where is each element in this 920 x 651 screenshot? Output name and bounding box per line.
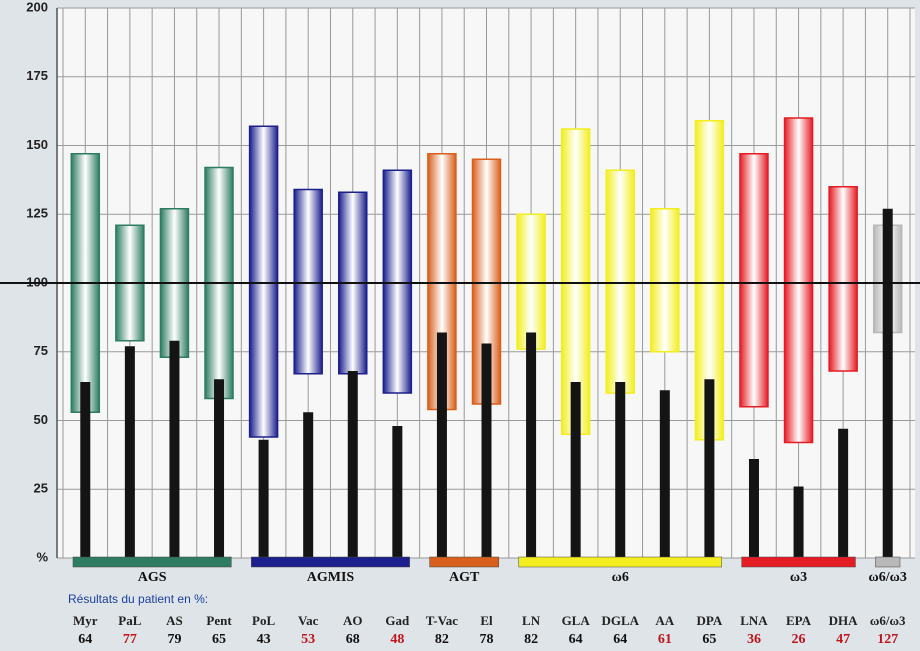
y-tick-label: 175	[26, 68, 48, 83]
reference-range	[293, 188, 323, 375]
reference-range	[605, 169, 635, 394]
x-tick-label: ω6/ω3	[870, 613, 906, 628]
patient-bar	[748, 459, 759, 558]
x-tick-label: Vac	[298, 613, 319, 628]
patient-bar	[347, 371, 358, 558]
value-label: 43	[257, 632, 271, 647]
group-label: ω6	[612, 570, 629, 585]
x-tick-label: LN	[522, 613, 541, 628]
group-bar	[72, 556, 232, 568]
group-label: ω6/ω3	[869, 570, 907, 585]
y-tick-label: %	[36, 549, 48, 564]
patient-bar	[838, 428, 849, 558]
x-tick-label: Gad	[385, 613, 410, 628]
group-label: AGT	[449, 570, 480, 585]
patient-bar	[793, 486, 804, 558]
x-tick-label: DGLA	[601, 613, 639, 628]
value-label: 61	[658, 632, 672, 647]
patient-bar	[526, 332, 537, 558]
x-tick-label: PaL	[118, 613, 141, 628]
reference-range	[650, 208, 680, 353]
group-label: AGS	[138, 570, 167, 585]
y-tick-label: 75	[34, 343, 48, 358]
x-tick-label: Pent	[206, 613, 232, 628]
patient-bar	[392, 426, 403, 558]
reference-range	[828, 186, 858, 372]
value-label: 79	[167, 632, 181, 647]
patient-bar	[436, 332, 447, 558]
value-label: 127	[877, 632, 898, 647]
group-bar	[875, 556, 901, 568]
y-tick-label: 150	[26, 137, 48, 152]
value-label: 53	[301, 632, 315, 647]
y-tick-label: 50	[34, 412, 48, 427]
group-label: ω3	[790, 570, 807, 585]
reference-range	[739, 153, 769, 408]
x-tick-label: GLA	[562, 613, 591, 628]
y-tick-label: 25	[34, 481, 48, 496]
value-label: 78	[480, 632, 494, 647]
x-tick-label: Myr	[73, 613, 98, 628]
value-label: 65	[702, 632, 716, 647]
x-tick-label: PoL	[252, 613, 275, 628]
x-tick-label: AS	[166, 613, 183, 628]
patient-bar	[570, 382, 581, 558]
value-label: 48	[390, 632, 404, 647]
patient-bar	[659, 390, 670, 558]
x-tick-label: DPA	[697, 613, 723, 628]
value-label: 82	[524, 632, 538, 647]
patient-bar	[80, 382, 91, 558]
x-tick-label: El	[480, 613, 493, 628]
group-bar	[518, 556, 722, 568]
patient-bar	[303, 412, 314, 558]
group-bar	[251, 556, 410, 568]
patient-bar	[169, 340, 180, 558]
patient-bar	[615, 382, 626, 558]
value-label: 65	[212, 632, 226, 647]
value-label: 64	[613, 632, 627, 647]
patient-bar	[481, 343, 492, 558]
group-label: AGMIS	[307, 570, 355, 585]
group-bar	[429, 556, 500, 568]
x-tick-label: AA	[655, 613, 674, 628]
y-tick-label: 200	[26, 0, 48, 14]
value-label: 47	[836, 632, 850, 647]
patient-bar	[214, 379, 225, 558]
value-label: 26	[792, 632, 806, 647]
reference-range	[382, 169, 413, 394]
value-label: 64	[569, 632, 583, 647]
y-tick-label: 100	[26, 274, 48, 289]
reference-range	[694, 120, 725, 441]
patient-bar	[258, 439, 269, 558]
reference-range	[516, 213, 546, 350]
patient-bar	[124, 346, 135, 558]
x-tick-label: EPA	[786, 613, 812, 628]
value-label: 82	[435, 632, 449, 647]
reference-range	[248, 125, 279, 438]
reference-range	[783, 117, 814, 444]
value-label: 64	[78, 632, 92, 647]
patient-bar	[882, 208, 893, 558]
x-tick-label: T-Vac	[426, 613, 459, 628]
x-tick-label: AO	[343, 613, 363, 628]
x-tick-label: DHA	[829, 613, 859, 628]
patient-bar	[704, 379, 715, 558]
group-bar	[741, 556, 856, 568]
value-label: 68	[346, 632, 360, 647]
value-label: 77	[123, 632, 137, 647]
patient-caption: Résultats du patient en %:	[68, 592, 208, 606]
value-label: 36	[747, 632, 761, 647]
x-tick-label: LNA	[740, 613, 768, 628]
y-tick-label: 125	[26, 206, 48, 221]
